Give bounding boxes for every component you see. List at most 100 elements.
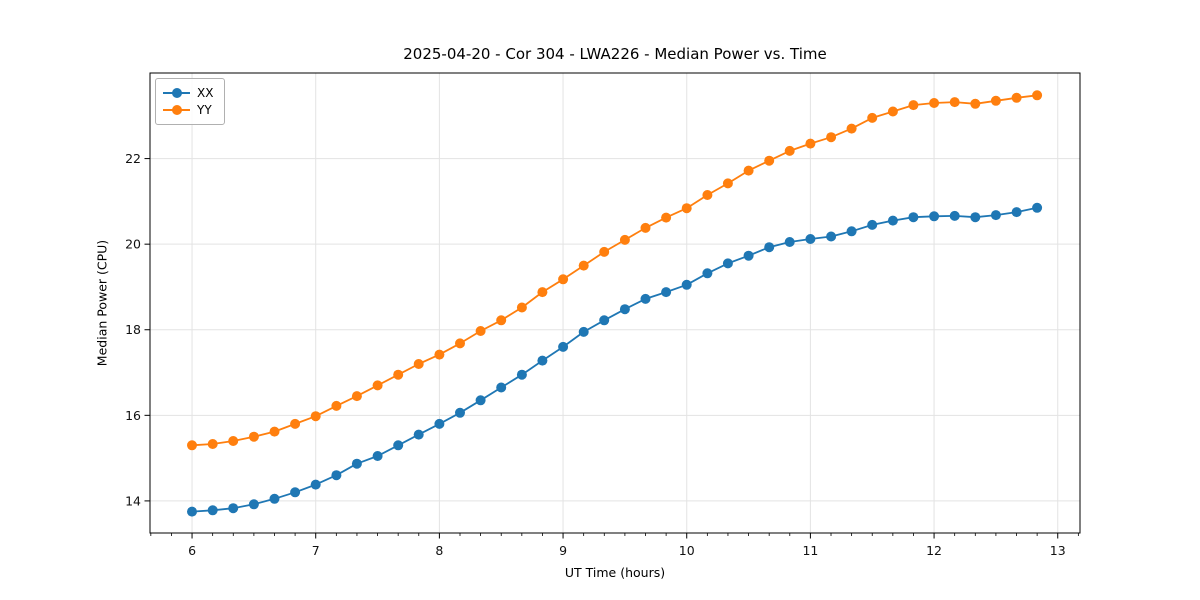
series-xx-marker xyxy=(929,211,940,222)
y-tick-label: 14 xyxy=(125,493,141,508)
series-xx-marker xyxy=(970,212,981,223)
series-yy-marker xyxy=(331,400,342,411)
series-xx-marker xyxy=(372,451,383,461)
series-yy-marker xyxy=(826,132,837,143)
series-xx-line xyxy=(191,206,1038,513)
series-xx-marker xyxy=(351,458,362,469)
series-xx-marker xyxy=(640,293,651,304)
series-xx-marker xyxy=(578,326,589,337)
y-tick-label: 16 xyxy=(125,408,141,423)
series-yy-marker xyxy=(558,274,569,285)
series-yy-marker xyxy=(681,203,692,214)
series-xx-marker xyxy=(496,382,507,393)
series-yy-marker xyxy=(805,138,816,149)
series-yy-marker xyxy=(599,246,610,257)
series-xx-marker xyxy=(949,210,960,221)
series-yy-marker xyxy=(661,212,672,223)
x-tick-label: 10 xyxy=(679,543,695,558)
legend-item-xx: XX xyxy=(163,87,217,99)
series-xx-marker xyxy=(867,219,878,230)
series-xx-marker xyxy=(1032,202,1043,213)
series-xx-marker xyxy=(413,429,424,440)
series-yy-marker xyxy=(455,338,465,349)
series-yy-marker xyxy=(351,391,362,402)
legend-label-xx: XX xyxy=(197,85,214,100)
series-xx-marker xyxy=(1011,207,1022,218)
series-yy-marker xyxy=(516,302,527,313)
series-xx-marker xyxy=(455,407,465,418)
series-xx-marker xyxy=(887,215,898,226)
series-xx-marker xyxy=(784,237,795,247)
chart-title: 2025-04-20 - Cor 304 - LWA226 - Median P… xyxy=(403,45,827,63)
series-yy-marker xyxy=(228,436,239,446)
legend: XX YY xyxy=(155,78,225,125)
x-axis-label: UT Time (hours) xyxy=(564,565,666,580)
x-tick-label: 9 xyxy=(559,543,567,558)
series-yy-marker xyxy=(887,106,898,117)
series-yy-marker xyxy=(722,178,733,189)
series-yy-marker xyxy=(207,439,218,449)
y-tick-label: 20 xyxy=(125,237,141,252)
series-xx-marker xyxy=(310,479,321,490)
legend-marker-xx xyxy=(163,87,190,98)
series-xx-marker xyxy=(743,250,754,261)
series-xx-marker xyxy=(269,493,280,504)
series-yy-marker xyxy=(619,234,630,245)
series-yy-marker xyxy=(702,190,713,200)
series-yy-marker xyxy=(310,411,321,422)
series-xx-marker xyxy=(599,315,610,326)
series-yy-marker xyxy=(290,418,301,429)
series-yy-marker xyxy=(578,260,589,271)
x-tick-label: 13 xyxy=(1050,543,1066,558)
series-yy-marker xyxy=(949,97,960,108)
legend-dot-sample-icon xyxy=(171,105,182,116)
series-xx-marker xyxy=(290,487,301,498)
series-yy-marker xyxy=(475,326,486,336)
series-xx-marker xyxy=(661,287,672,298)
y-axis-label: Median Power (CPU) xyxy=(94,239,110,367)
series-xx-marker xyxy=(393,440,404,451)
series-xx-marker xyxy=(702,268,713,279)
series-yy-marker xyxy=(970,98,981,109)
series-yy-marker xyxy=(413,359,424,369)
series-yy-marker xyxy=(496,315,507,326)
series-xx-marker xyxy=(475,395,486,406)
series-yy-marker xyxy=(187,440,197,451)
series-xx-marker xyxy=(846,226,857,237)
series-yy-marker xyxy=(784,145,795,156)
series-yy-marker xyxy=(1011,92,1022,103)
series-xx-marker xyxy=(681,279,692,290)
legend-item-yy: YY xyxy=(163,104,217,116)
series-yy-marker xyxy=(990,95,1001,106)
series-yy-marker xyxy=(372,380,383,391)
series-yy-marker xyxy=(908,100,919,111)
series-yy-marker xyxy=(743,165,754,176)
y-tick-label: 18 xyxy=(125,322,141,337)
series-yy-marker xyxy=(867,112,878,123)
series-xx-marker xyxy=(805,234,816,244)
x-tick-label: 6 xyxy=(188,543,196,558)
series-yy-marker xyxy=(640,222,651,233)
legend-dot-sample-icon xyxy=(171,87,182,98)
series-xx-marker xyxy=(207,505,218,516)
legend-label-yy: YY xyxy=(197,103,212,118)
series-xx-marker xyxy=(537,355,548,366)
series-xx-marker xyxy=(248,499,259,510)
series-xx-marker xyxy=(908,212,919,223)
series-yy-marker xyxy=(393,369,404,380)
series-xx-marker xyxy=(228,503,239,514)
axes-spines xyxy=(149,72,1081,534)
series-xx-marker xyxy=(990,210,1001,221)
series-xx-marker xyxy=(619,304,630,315)
series-xx-marker xyxy=(331,470,342,481)
series-xx-marker xyxy=(764,242,775,253)
series-yy-line xyxy=(191,94,1038,447)
x-tick-label: 11 xyxy=(802,543,818,558)
series-xx-marker xyxy=(826,231,837,242)
series-xx-marker xyxy=(434,418,445,429)
x-tick-label: 7 xyxy=(312,543,320,558)
series-yy-marker xyxy=(269,426,280,437)
x-tick-label: 8 xyxy=(435,543,443,558)
series-xx-marker xyxy=(722,258,733,269)
